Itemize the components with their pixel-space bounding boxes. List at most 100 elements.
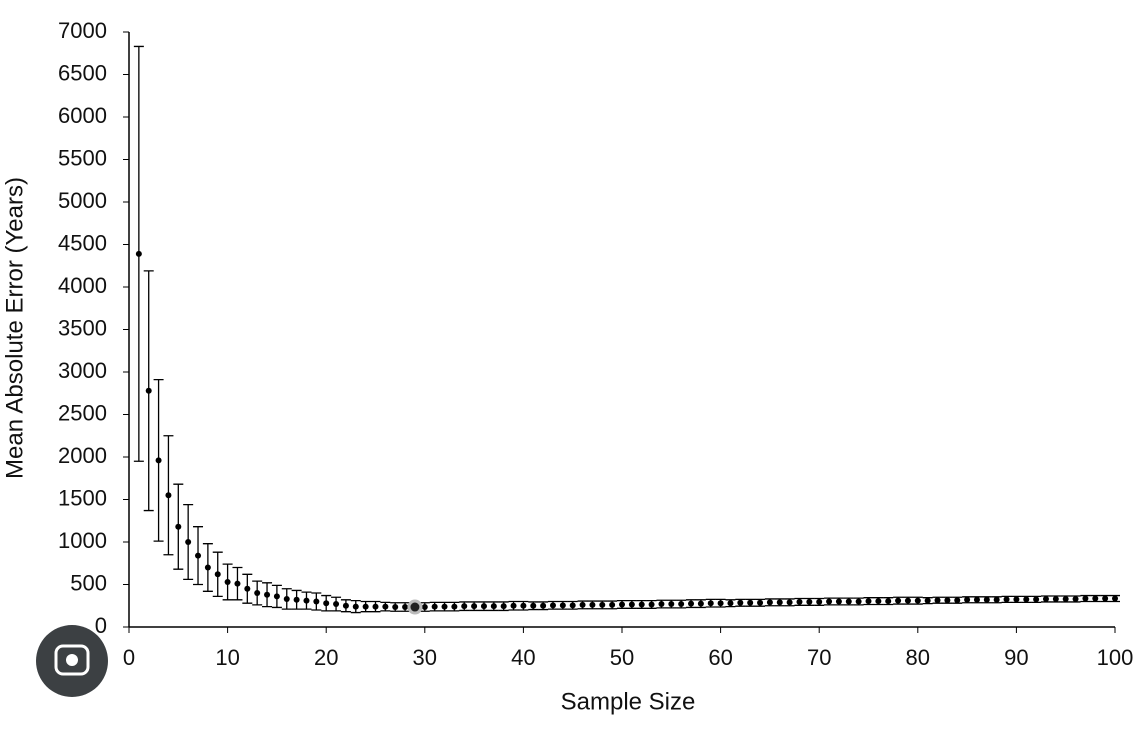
point (638, 601, 645, 608)
point (500, 603, 507, 610)
point (579, 601, 586, 608)
point (688, 600, 695, 607)
point (747, 599, 754, 606)
point (402, 604, 409, 611)
point (185, 539, 192, 545)
point (382, 603, 389, 610)
point (599, 601, 606, 608)
y-tick-label: 3500 (58, 315, 107, 340)
point (1013, 596, 1020, 603)
y-tick-label: 5000 (58, 188, 107, 213)
point (954, 597, 961, 604)
x-tick-label: 10 (215, 645, 239, 670)
point (461, 603, 468, 610)
point (1082, 595, 1089, 602)
point (776, 599, 783, 606)
point (826, 598, 833, 605)
point (204, 564, 211, 571)
x-tick-label: 60 (708, 645, 732, 670)
point (816, 598, 823, 605)
y-axis-title: Mean Absolute Error (Years) (1, 177, 28, 479)
point (254, 590, 261, 596)
point (352, 603, 359, 610)
y-tick-label: 6500 (58, 60, 107, 85)
x-axis-title: Sample Size (561, 688, 696, 715)
point (195, 552, 202, 559)
point (1102, 595, 1109, 602)
point (796, 598, 803, 605)
point (264, 591, 271, 598)
point (273, 593, 280, 600)
point (480, 603, 487, 610)
x-tick-label: 80 (906, 645, 930, 670)
point (668, 601, 675, 608)
point (983, 596, 990, 603)
point (717, 600, 724, 607)
lens-button[interactable] (36, 625, 108, 697)
plot-area: 0500100015002000250030003500400045005000… (58, 18, 1133, 670)
point (490, 603, 497, 610)
y-tick-label: 6000 (58, 103, 107, 128)
point (1052, 595, 1059, 602)
point (737, 599, 744, 606)
point (342, 602, 349, 609)
point (392, 604, 399, 611)
y-tick-label: 4000 (58, 273, 107, 298)
point (224, 578, 231, 585)
point (1033, 596, 1040, 603)
x-tick-label: 30 (413, 645, 437, 670)
point (589, 601, 596, 608)
point (323, 600, 330, 607)
point (1112, 595, 1118, 602)
point (165, 492, 172, 499)
point (244, 585, 251, 592)
point (845, 598, 852, 605)
point (964, 596, 971, 603)
point (155, 457, 162, 464)
point (885, 598, 892, 605)
point (648, 601, 655, 608)
point (549, 602, 556, 609)
y-tick-label: 2500 (58, 400, 107, 425)
x-tick-label: 50 (610, 645, 634, 670)
point (559, 602, 566, 609)
point (214, 571, 221, 578)
point (609, 601, 616, 608)
point (175, 523, 182, 530)
y-tick-label: 1000 (58, 528, 107, 553)
point (619, 601, 625, 608)
point (697, 600, 704, 607)
x-tick-label: 20 (314, 645, 338, 670)
point (530, 602, 537, 609)
x-tick-label: 100 (1097, 645, 1134, 670)
point (520, 602, 527, 609)
point (1062, 595, 1069, 602)
point (303, 597, 310, 604)
point (1023, 596, 1030, 603)
point (707, 600, 714, 607)
point (1092, 595, 1099, 602)
point (362, 603, 369, 610)
lens-icon (54, 644, 90, 676)
x-tick-label: 90 (1004, 645, 1028, 670)
x-tick-label: 0 (123, 645, 135, 670)
point (421, 604, 428, 611)
point (678, 601, 685, 608)
point (441, 603, 448, 610)
point (895, 597, 902, 604)
y-tick-label: 4500 (58, 230, 107, 255)
point (658, 601, 665, 608)
point (835, 598, 842, 605)
point (786, 599, 793, 606)
point (865, 598, 872, 605)
y-tick-label: 500 (70, 570, 107, 595)
y-tick-label: 3000 (58, 358, 107, 383)
point (757, 599, 764, 606)
point (806, 598, 813, 605)
point (628, 601, 635, 608)
y-tick-label: 2000 (58, 443, 107, 468)
point (1003, 596, 1010, 603)
point (944, 597, 951, 604)
